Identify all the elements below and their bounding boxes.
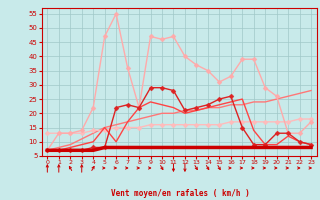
Text: Vent moyen/en rafales ( km/h ): Vent moyen/en rafales ( km/h ) (111, 189, 250, 198)
